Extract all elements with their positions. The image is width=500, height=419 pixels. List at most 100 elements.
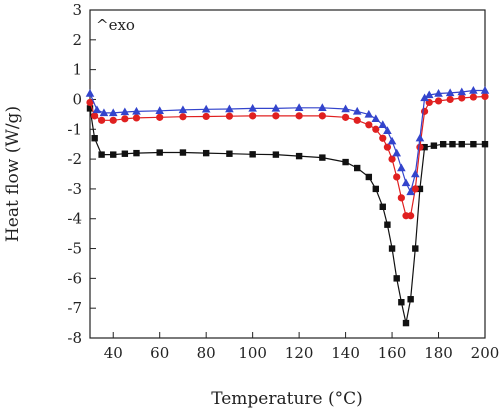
series-1-point bbox=[470, 140, 477, 148]
series-3-point bbox=[406, 187, 415, 196]
series-2-point bbox=[353, 116, 361, 124]
series-1-line bbox=[89, 108, 485, 324]
series-1-point bbox=[86, 105, 94, 112]
series-2-point bbox=[383, 143, 392, 151]
series-3-point bbox=[364, 109, 374, 118]
series-2-point bbox=[379, 134, 387, 142]
series-2-point bbox=[341, 113, 350, 121]
series-1-point bbox=[407, 296, 414, 303]
series-2-point bbox=[109, 116, 117, 124]
series-2-point bbox=[411, 185, 419, 193]
series-3-point bbox=[383, 126, 392, 134]
series-3-point bbox=[132, 106, 141, 115]
series-1-point bbox=[421, 143, 428, 151]
series-3-point bbox=[415, 133, 425, 142]
series-2-point bbox=[416, 143, 424, 151]
series-3-point bbox=[341, 104, 350, 113]
series-2-point bbox=[98, 116, 106, 124]
x-tick-label: 140 bbox=[331, 344, 360, 362]
series-3-point bbox=[178, 105, 188, 114]
series-2-point bbox=[295, 112, 303, 120]
series-3-point bbox=[352, 106, 362, 115]
y-tick-label: 1 bbox=[72, 61, 82, 79]
series-3-point bbox=[392, 148, 402, 157]
series-1-point bbox=[430, 142, 438, 149]
series-1-point bbox=[98, 151, 105, 158]
exo-annotation: ^exo bbox=[96, 16, 135, 34]
y-tick-label: -4 bbox=[67, 210, 82, 228]
series-2-point bbox=[179, 113, 187, 121]
series-2-point bbox=[121, 115, 129, 123]
x-tick-label: 160 bbox=[378, 344, 407, 362]
y-tick-label: -5 bbox=[67, 240, 82, 258]
series-1-point bbox=[388, 245, 396, 252]
series-3-point bbox=[371, 114, 381, 123]
series-2-point bbox=[372, 125, 380, 133]
series-3-point bbox=[294, 103, 304, 112]
series-1-point bbox=[449, 140, 456, 148]
series-2-point bbox=[420, 107, 429, 115]
series-3-point bbox=[155, 106, 165, 114]
series-2-point bbox=[481, 92, 489, 101]
y-tick-label: -1 bbox=[67, 120, 82, 138]
y-axis-title: Heat flow (W/g) bbox=[3, 106, 23, 242]
series-3-point bbox=[469, 86, 478, 94]
series-2-point bbox=[249, 112, 257, 120]
series-1-point bbox=[156, 149, 163, 156]
series-1-point bbox=[458, 140, 465, 148]
series-1-point bbox=[384, 221, 391, 228]
series-2-point bbox=[91, 112, 99, 120]
series-1-point bbox=[249, 151, 256, 158]
series-3-point bbox=[318, 103, 327, 112]
series-1-point bbox=[226, 150, 233, 157]
series-2-point bbox=[365, 121, 373, 129]
series-3-point bbox=[401, 178, 411, 187]
series-1-point bbox=[416, 185, 424, 193]
series-1-point bbox=[439, 140, 447, 148]
x-tick-label: 200 bbox=[471, 344, 500, 362]
series-3-point bbox=[225, 104, 234, 113]
series-2-point bbox=[272, 112, 280, 120]
series-3-point bbox=[387, 136, 397, 145]
series-1-point bbox=[372, 185, 379, 193]
series-1-point bbox=[91, 135, 98, 142]
series-1-point bbox=[393, 275, 400, 282]
series-3-point bbox=[201, 104, 211, 113]
series-2-point bbox=[318, 112, 326, 120]
series-2-point bbox=[86, 98, 94, 107]
series-1-point bbox=[179, 149, 187, 156]
series-2-point bbox=[202, 112, 210, 121]
series-2-point bbox=[132, 114, 141, 122]
plot-frame bbox=[89, 9, 486, 339]
series-1-point bbox=[133, 149, 140, 157]
series-1-point bbox=[272, 151, 280, 158]
series-3-point bbox=[99, 108, 109, 117]
y-tick-label: -3 bbox=[67, 180, 82, 198]
x-tick-label: 60 bbox=[150, 344, 169, 362]
series-3-point bbox=[92, 105, 102, 114]
y-tick-label: -8 bbox=[67, 329, 82, 347]
series-1-point bbox=[319, 154, 326, 161]
series-2-point bbox=[469, 93, 477, 101]
series-2-line bbox=[89, 95, 486, 217]
series-1-point bbox=[398, 299, 405, 306]
series-3-point bbox=[420, 93, 429, 102]
axis-ticks: 40 60 80 100 120 140 160 180 200 3 2 1 0 -1 -2 -3 -4 -5 -6… bbox=[67, 1, 499, 362]
series-2-point bbox=[156, 113, 164, 121]
x-axis-title: Temperature (°C) bbox=[211, 389, 363, 409]
series-1-point bbox=[354, 164, 361, 172]
x-tick-label: 180 bbox=[424, 344, 453, 362]
series-3-point bbox=[397, 163, 406, 172]
x-tick-label: 100 bbox=[238, 344, 267, 362]
series-1-point bbox=[295, 152, 303, 160]
y-tick-label: -6 bbox=[67, 269, 82, 287]
series-1-point bbox=[202, 149, 210, 157]
series-1-point bbox=[342, 158, 349, 166]
series-2-point bbox=[225, 112, 234, 120]
series-3-point bbox=[445, 88, 455, 97]
series-1-point bbox=[412, 245, 419, 252]
series-3-point bbox=[271, 103, 281, 112]
y-tick-label: 3 bbox=[72, 1, 82, 19]
y-tick-label: -7 bbox=[67, 299, 82, 317]
